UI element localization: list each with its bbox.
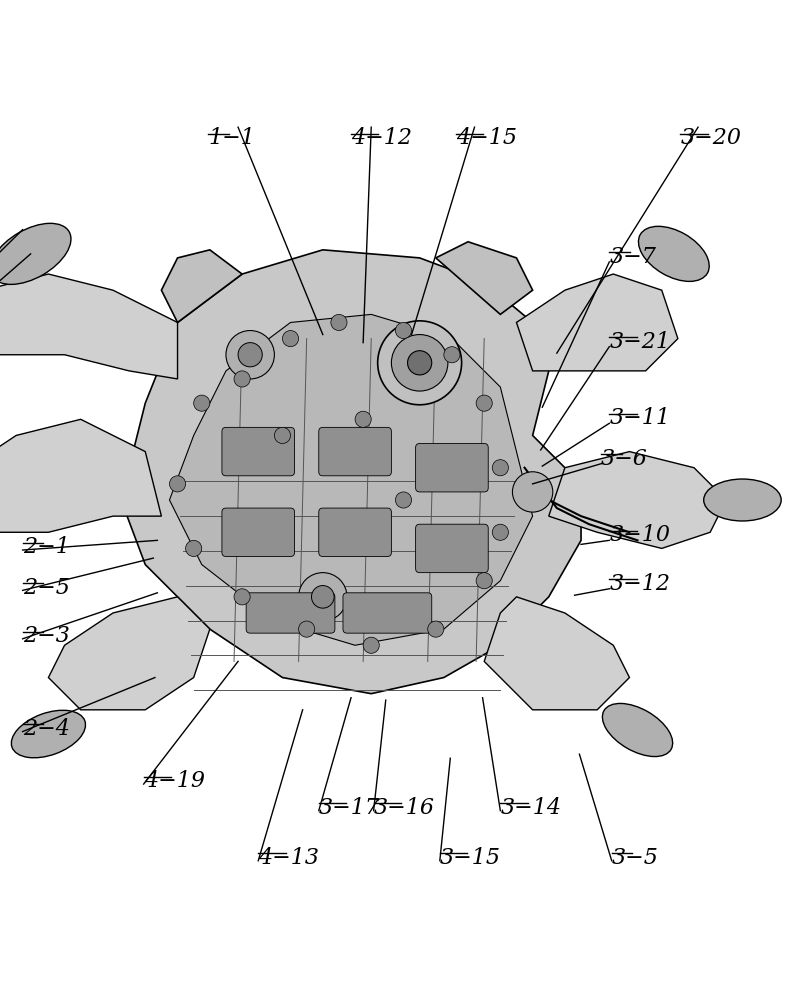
FancyBboxPatch shape (319, 427, 391, 476)
Ellipse shape (169, 476, 186, 492)
Text: 2−5: 2−5 (23, 577, 69, 599)
Text: 2−3: 2−3 (23, 625, 69, 647)
Ellipse shape (226, 331, 274, 379)
Ellipse shape (274, 427, 291, 444)
Ellipse shape (408, 351, 432, 375)
Text: 3−10: 3−10 (609, 524, 671, 546)
FancyBboxPatch shape (222, 427, 295, 476)
Ellipse shape (602, 703, 673, 757)
Text: 3−12: 3−12 (609, 573, 671, 595)
PathPatch shape (436, 242, 533, 314)
PathPatch shape (0, 274, 178, 379)
Ellipse shape (395, 492, 412, 508)
Ellipse shape (331, 314, 347, 331)
Text: 3−17: 3−17 (319, 797, 380, 819)
PathPatch shape (484, 597, 629, 710)
Ellipse shape (234, 371, 250, 387)
Ellipse shape (444, 347, 460, 363)
Text: 3−20: 3−20 (680, 127, 742, 149)
Ellipse shape (476, 573, 492, 589)
Ellipse shape (312, 586, 334, 608)
Text: 2−4: 2−4 (23, 718, 69, 740)
PathPatch shape (121, 250, 581, 694)
Text: 3−21: 3−21 (609, 331, 671, 353)
Text: 3−6: 3−6 (601, 448, 648, 470)
Text: 4−15: 4−15 (456, 127, 517, 149)
FancyBboxPatch shape (416, 444, 488, 492)
Text: 3−7: 3−7 (609, 246, 656, 268)
Ellipse shape (395, 322, 412, 339)
Ellipse shape (299, 573, 347, 621)
PathPatch shape (48, 597, 210, 710)
Text: 3−11: 3−11 (609, 407, 671, 429)
Ellipse shape (355, 411, 371, 427)
Ellipse shape (186, 540, 202, 556)
Text: 4−19: 4−19 (144, 770, 205, 792)
FancyBboxPatch shape (246, 593, 335, 633)
PathPatch shape (161, 250, 242, 322)
PathPatch shape (516, 274, 678, 371)
Ellipse shape (492, 460, 508, 476)
Ellipse shape (704, 479, 781, 521)
Text: 3−16: 3−16 (374, 797, 435, 819)
Ellipse shape (492, 524, 508, 540)
FancyBboxPatch shape (222, 508, 295, 556)
Text: 1−1: 1−1 (208, 127, 255, 149)
PathPatch shape (0, 419, 161, 532)
PathPatch shape (169, 314, 533, 645)
FancyBboxPatch shape (319, 508, 391, 556)
Text: 4−13: 4−13 (258, 847, 320, 869)
Text: 3−5: 3−5 (612, 847, 659, 869)
Ellipse shape (512, 472, 553, 512)
Ellipse shape (0, 223, 71, 284)
PathPatch shape (549, 452, 726, 548)
Ellipse shape (299, 621, 315, 637)
Ellipse shape (476, 395, 492, 411)
Ellipse shape (638, 226, 709, 281)
Ellipse shape (378, 321, 462, 405)
Text: 4−12: 4−12 (351, 127, 412, 149)
Ellipse shape (238, 343, 262, 367)
Ellipse shape (11, 710, 86, 758)
Ellipse shape (194, 395, 210, 411)
Ellipse shape (282, 331, 299, 347)
Ellipse shape (234, 589, 250, 605)
Text: 2−1: 2−1 (23, 536, 69, 558)
Text: 3−14: 3−14 (500, 797, 562, 819)
Ellipse shape (391, 335, 448, 391)
Ellipse shape (428, 621, 444, 637)
Ellipse shape (363, 637, 379, 653)
FancyBboxPatch shape (416, 524, 488, 573)
Text: 3−15: 3−15 (440, 847, 501, 869)
FancyBboxPatch shape (343, 593, 432, 633)
